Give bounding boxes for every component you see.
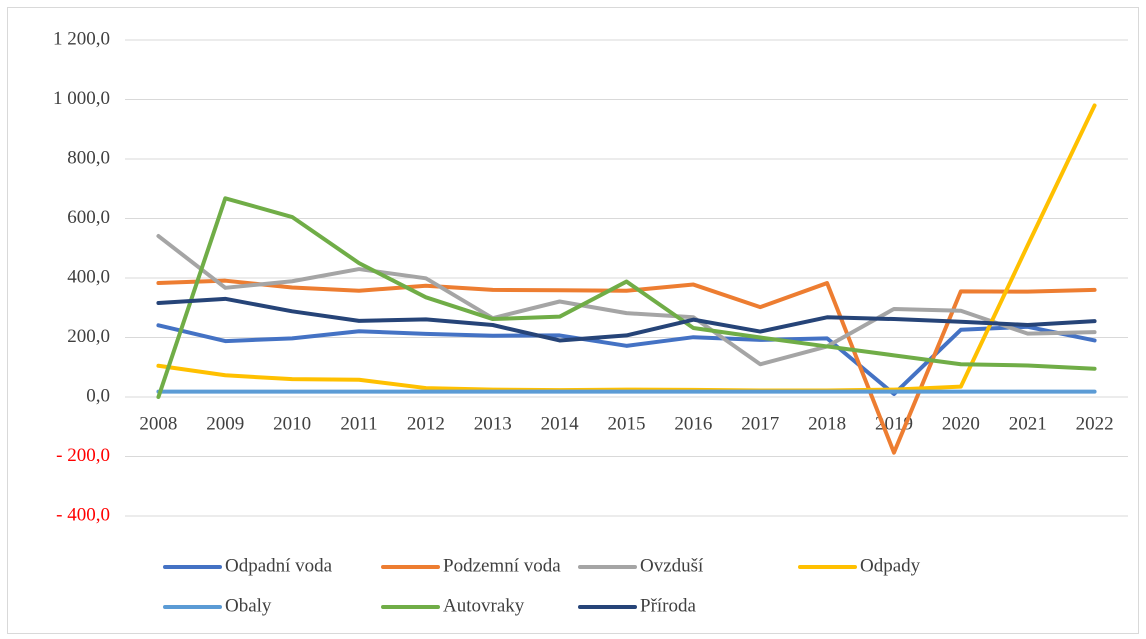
x-tick-label: 2018 (808, 413, 846, 434)
y-tick-label: 1 200,0 (53, 28, 110, 49)
series-line (156, 278, 1097, 455)
x-tick-label: 2010 (273, 413, 311, 434)
x-tick-label: 2016 (674, 413, 712, 434)
series-line (156, 103, 1097, 393)
legend-label: Podzemní voda (443, 555, 561, 576)
y-tick-label: 600,0 (67, 207, 110, 228)
x-tick-label: 2012 (407, 413, 445, 434)
x-tick-label: 2008 (139, 413, 177, 434)
x-tick-label: 2013 (474, 413, 512, 434)
x-tick-label: 2014 (541, 413, 580, 434)
x-tick-label: 2020 (942, 413, 980, 434)
series-line (156, 296, 1097, 343)
legend-label: Ovzduší (640, 555, 704, 576)
x-tick-label: 2011 (340, 413, 377, 434)
y-tick-label: 1 000,0 (53, 88, 110, 109)
x-tick-label: 2021 (1009, 413, 1047, 434)
legend-label: Příroda (640, 595, 697, 616)
y-tick-label: 200,0 (67, 326, 110, 347)
y-tick-label: - 200,0 (56, 445, 110, 466)
legend-label: Odpady (860, 555, 921, 576)
y-tick-label: 800,0 (67, 147, 110, 168)
series-line (156, 323, 1097, 397)
series-line (156, 234, 1097, 367)
x-tick-label: 2015 (608, 413, 646, 434)
x-tick-label: 2009 (206, 413, 244, 434)
series-line (156, 196, 1097, 399)
y-tick-label: 0,0 (86, 385, 110, 406)
legend-label: Autovraky (443, 595, 525, 616)
y-tick-label: - 400,0 (56, 504, 110, 525)
legend-label: Obaly (225, 595, 272, 616)
legend-label: Odpadní voda (225, 555, 333, 576)
x-tick-label: 2022 (1076, 413, 1114, 434)
y-tick-label: 400,0 (67, 266, 110, 287)
x-tick-label: 2017 (741, 413, 779, 434)
